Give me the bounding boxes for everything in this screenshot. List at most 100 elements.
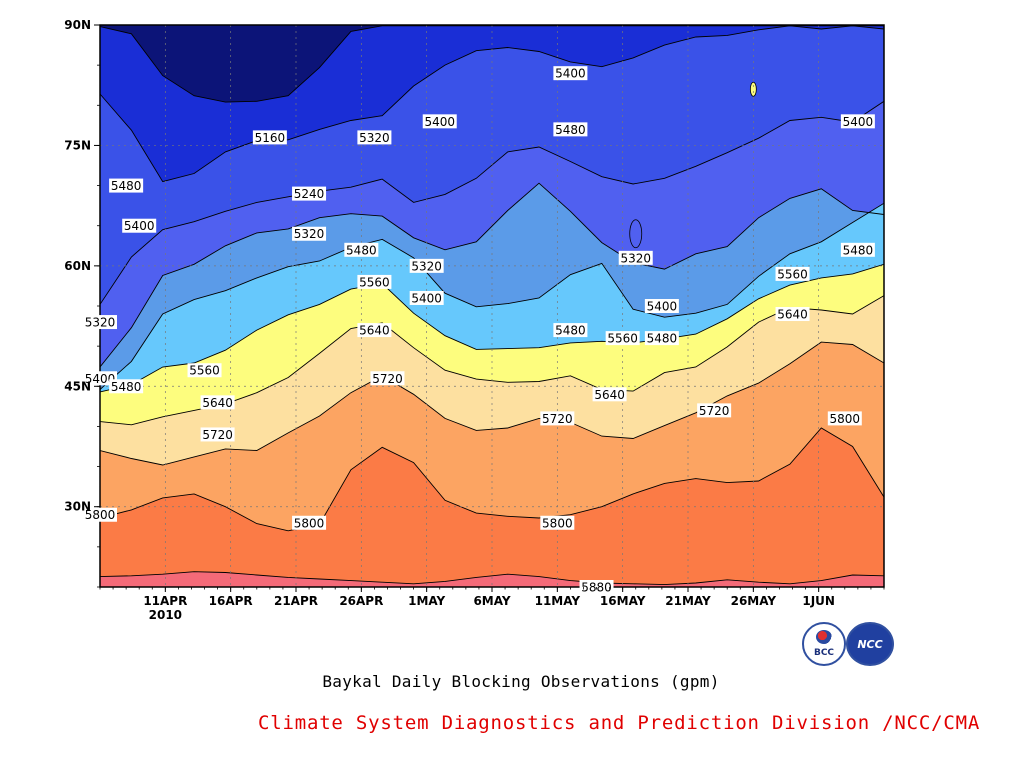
contour-label-5560: 5560 <box>187 363 222 378</box>
contour-labels: 5160524053205320540054005480540054805400… <box>83 66 875 595</box>
contour-label-text: 5320 <box>620 251 651 265</box>
x-year-label: 2010 <box>149 608 182 622</box>
contour-label-text: 5400 <box>124 219 155 233</box>
contour-label-box <box>553 122 588 137</box>
contour-label-box <box>775 266 810 281</box>
y-tick-label: 75N <box>64 138 91 152</box>
contour-label-5720: 5720 <box>697 403 732 418</box>
contour-label-5480: 5480 <box>644 331 679 346</box>
contour-label-5480: 5480 <box>344 242 379 257</box>
y-tick-label: 45N <box>64 379 91 393</box>
contour-label-box <box>540 411 575 426</box>
contour-label-text: 5720 <box>699 404 730 418</box>
contour-label-text: 5560 <box>607 332 638 346</box>
contour-label-box <box>553 66 588 81</box>
contour-label-5400: 5400 <box>553 66 588 81</box>
contour-label-box <box>200 427 235 442</box>
contour-label-box <box>357 130 392 145</box>
contour-label-box <box>83 507 117 522</box>
contour-label-5800: 5800 <box>540 515 575 530</box>
contour-label-text: 5800 <box>830 412 861 426</box>
contour-label-text: 5400 <box>85 372 116 386</box>
contour-label-text: 5400 <box>411 291 442 305</box>
contour-label-text: 5400 <box>555 67 586 81</box>
contour-label-box <box>83 315 117 330</box>
y-axis-ticks: 30N 45N 60N 75N 90N <box>64 18 100 588</box>
contour-label-box <box>370 371 405 386</box>
contour-label-box <box>252 130 287 145</box>
contour-label-5480: 5480 <box>109 178 144 193</box>
contour-label-text: 5480 <box>346 243 377 257</box>
contour-label-box <box>109 379 144 394</box>
contour-label-box <box>292 226 327 241</box>
contour-label-5800: 5800 <box>83 507 117 522</box>
contour-label-5640: 5640 <box>775 307 810 322</box>
contour-label-text: 5560 <box>189 364 220 378</box>
contour-label-box <box>344 242 379 257</box>
y-tick-label: 60N <box>64 259 91 273</box>
contour-label-text: 5320 <box>294 227 325 241</box>
contour-label-5400: 5400 <box>83 371 117 386</box>
contour-label-text: 5720 <box>202 428 233 442</box>
contour-label-5400: 5400 <box>644 299 679 314</box>
contour-line-5480 <box>100 202 884 390</box>
footer-credit: Climate System Diagnostics and Predictio… <box>258 712 981 734</box>
x-tick-label: 6MAY <box>473 594 510 608</box>
contour-label-5320: 5320 <box>409 258 444 273</box>
x-tick-label: 26APR <box>339 594 383 608</box>
contour-label-5480: 5480 <box>109 379 144 394</box>
contour-label-5640: 5640 <box>592 387 627 402</box>
contour-label-text: 5640 <box>202 396 233 410</box>
contour-label-5480: 5480 <box>840 242 875 257</box>
y-tick-label: 30N <box>64 500 91 514</box>
contour-label-5800: 5800 <box>292 515 327 530</box>
contour-label-text: 5800 <box>542 516 573 530</box>
x-tick-label: 11MAY <box>535 594 581 608</box>
contour-label-box <box>409 290 444 305</box>
x-tick-label: 1MAY <box>408 594 445 608</box>
contour-label-5560: 5560 <box>775 266 810 281</box>
contour-label-text: 5480 <box>555 123 586 137</box>
contour-label-text: 5640 <box>594 388 625 402</box>
contour-label-text: 5720 <box>542 412 573 426</box>
contour-label-5800: 5800 <box>827 411 862 426</box>
contour-label-5400: 5400 <box>422 114 457 129</box>
contour-label-5720: 5720 <box>540 411 575 426</box>
contour-label-text: 5320 <box>359 131 390 145</box>
contour-label-text: 5800 <box>294 516 325 530</box>
contour-label-text: 5480 <box>647 332 678 346</box>
x-tick-label: 21APR <box>274 594 318 608</box>
x-tick-label: 21MAY <box>665 594 711 608</box>
contour-label-box <box>187 363 222 378</box>
contour-label-5320: 5320 <box>357 130 392 145</box>
contour-label-5560: 5560 <box>357 274 392 289</box>
bcc-logo-text: BCC <box>813 648 835 658</box>
contour-label-box <box>83 371 117 386</box>
contour-label-5640: 5640 <box>200 395 235 410</box>
contour-label-text: 5400 <box>843 115 874 129</box>
closed-low-feature <box>629 219 643 249</box>
contour-label-box <box>697 403 732 418</box>
contour-label-5480: 5480 <box>553 323 588 338</box>
contour-label-5320: 5320 <box>618 250 653 265</box>
x-tick-label: 16MAY <box>600 594 646 608</box>
contour-label-text: 5560 <box>777 267 808 281</box>
contour-label-text: 5560 <box>359 275 390 289</box>
ncc-logo-text: NCC <box>857 637 883 651</box>
grid-lines <box>100 25 884 587</box>
contour-label-5400: 5400 <box>840 114 875 129</box>
contour-label-5640: 5640 <box>357 323 392 338</box>
contour-label-box <box>553 323 588 338</box>
bcc-emblem-icon <box>816 630 832 644</box>
contour-label-text: 5480 <box>111 380 142 394</box>
contour-label-box <box>540 515 575 530</box>
contour-label-text: 5240 <box>294 187 325 201</box>
ncc-logo: NCC <box>846 622 894 666</box>
chart-title: Baykal Daily Blocking Observations (gpm) <box>322 672 720 691</box>
contour-label-text: 5160 <box>255 131 286 145</box>
contour-label-5320: 5320 <box>83 315 117 330</box>
contour-label-5560: 5560 <box>605 331 640 346</box>
contour-label-text: 5480 <box>111 179 142 193</box>
contour-label-box <box>409 258 444 273</box>
contour-label-box <box>827 411 862 426</box>
